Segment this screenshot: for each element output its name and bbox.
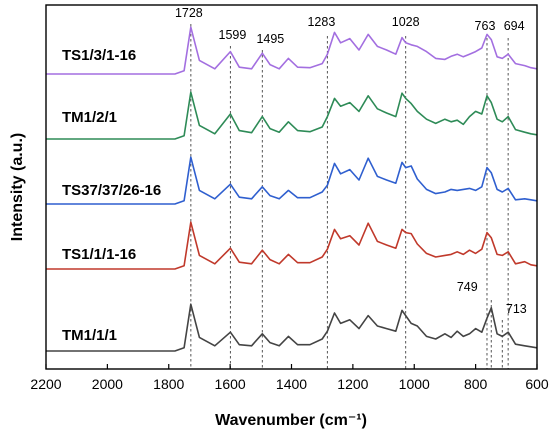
- peak-label: 1599: [219, 28, 247, 42]
- peak-label: 1283: [307, 15, 335, 29]
- series-line: [46, 221, 537, 270]
- x-tick-label: 2000: [92, 376, 123, 392]
- series-name-label: TS1/3/1-16: [62, 47, 136, 64]
- series-line: [46, 156, 537, 205]
- x-tick-label: 2200: [30, 376, 61, 392]
- series-name-label: TS37/37/26-16: [62, 182, 161, 199]
- peak-label: 1728: [175, 6, 203, 20]
- series-line: [46, 91, 537, 140]
- series-labels: TS1/3/1-16 TM1/2/1 TS37/37/26-16 TS1/1/1-16…: [62, 47, 161, 344]
- series-name-label: TM1/1/1: [62, 327, 117, 344]
- x-tick-label: 1600: [215, 376, 246, 392]
- x-tick-label: 1800: [153, 376, 184, 392]
- series-line: [46, 26, 537, 75]
- x-tick-label: 1400: [276, 376, 307, 392]
- series-name-label: TM1/2/1: [62, 109, 117, 126]
- peak-label: 1495: [256, 32, 284, 46]
- peak-labels: 1728 1599 1495 1283 1028 763 694 749 713: [175, 6, 527, 316]
- peak-label: 749: [457, 280, 478, 294]
- series-name-label: TS1/1/1-16: [62, 246, 136, 263]
- series-group: [46, 26, 537, 352]
- y-axis-title: Intensity (a.u.): [9, 133, 26, 241]
- x-axis-ticks: 2200 2000 1800 1600 1400 1200 1000 800 600: [30, 364, 549, 392]
- series-line: [46, 303, 537, 352]
- peak-marker-lines: [190, 24, 509, 369]
- peak-label: 763: [475, 19, 496, 33]
- x-tick-label: 1000: [399, 376, 430, 392]
- peak-label: 694: [504, 19, 525, 33]
- peak-label: 713: [506, 302, 527, 316]
- peak-label: 1028: [392, 15, 420, 29]
- x-tick-label: 600: [525, 376, 549, 392]
- x-tick-label: 1200: [337, 376, 368, 392]
- x-tick-label: 800: [464, 376, 488, 392]
- x-axis-title: Wavenumber (cm⁻¹): [215, 412, 367, 429]
